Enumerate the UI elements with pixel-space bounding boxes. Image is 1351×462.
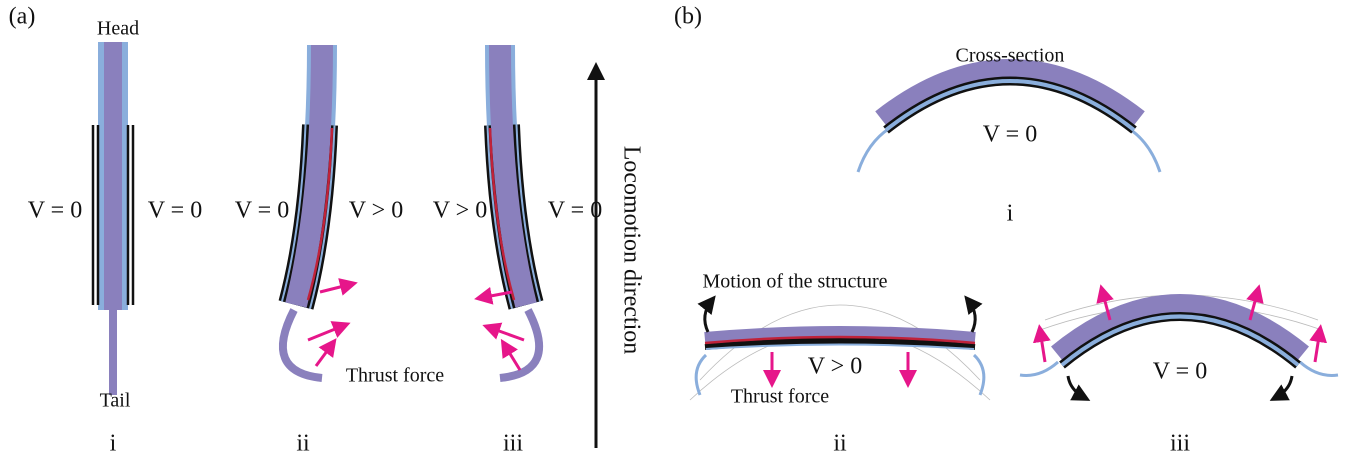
tail <box>1300 362 1338 375</box>
sub-label: iii <box>503 431 523 457</box>
motion-arrow <box>968 300 975 332</box>
panel-label: (b) <box>674 4 702 30</box>
sub-label: ii <box>296 431 310 457</box>
sub-label: ii <box>833 431 847 457</box>
force-arrow <box>308 325 345 340</box>
panel-a: (a) Head Tail V = 0 V = 0 i Thrust force… <box>9 4 645 457</box>
force-arrow <box>504 344 520 370</box>
force-arrow <box>488 327 524 340</box>
voltage-label: V = 0 <box>235 198 289 224</box>
sub-label: iii <box>1170 431 1190 457</box>
voltage-label: V > 0 <box>349 198 403 224</box>
tail-label: Tail <box>100 390 131 412</box>
motion-arrow <box>1068 376 1085 398</box>
title: Cross-section <box>956 45 1065 67</box>
voltage-label: V = 0 <box>148 198 202 224</box>
body-core <box>104 42 122 310</box>
voltage-label: V > 0 <box>808 354 862 380</box>
sub-label: i <box>1007 201 1014 227</box>
head-label: Head <box>97 18 139 40</box>
voltage-label: V = 0 <box>548 198 602 224</box>
tail <box>1020 362 1058 375</box>
voltage-label: V > 0 <box>433 198 487 224</box>
panel-label: (a) <box>9 4 36 30</box>
thrust-label: Thrust force <box>731 386 829 408</box>
thrust-label: Thrust force <box>346 365 444 387</box>
voltage-label: V = 0 <box>1153 359 1207 385</box>
force-arrow <box>316 343 333 366</box>
locomotion-label: Locomotion direction <box>618 146 644 355</box>
motion-arrow <box>1275 376 1292 398</box>
tail <box>858 128 890 172</box>
figure: (a) Head Tail V = 0 V = 0 i Thrust force… <box>0 0 1351 462</box>
voltage-label: V = 0 <box>983 122 1037 148</box>
title: Motion of the structure <box>703 271 888 293</box>
voltage-label: V = 0 <box>28 198 82 224</box>
motion-arrow <box>705 300 712 332</box>
force-arrow <box>1040 330 1045 362</box>
force-arrow <box>320 284 352 292</box>
force-arrow <box>1315 330 1320 362</box>
panel-b: (b) Cross-section V = 0 i Motion of the … <box>674 4 1338 457</box>
sub-label: i <box>110 431 117 457</box>
tail <box>283 310 322 378</box>
tail <box>1128 128 1160 172</box>
